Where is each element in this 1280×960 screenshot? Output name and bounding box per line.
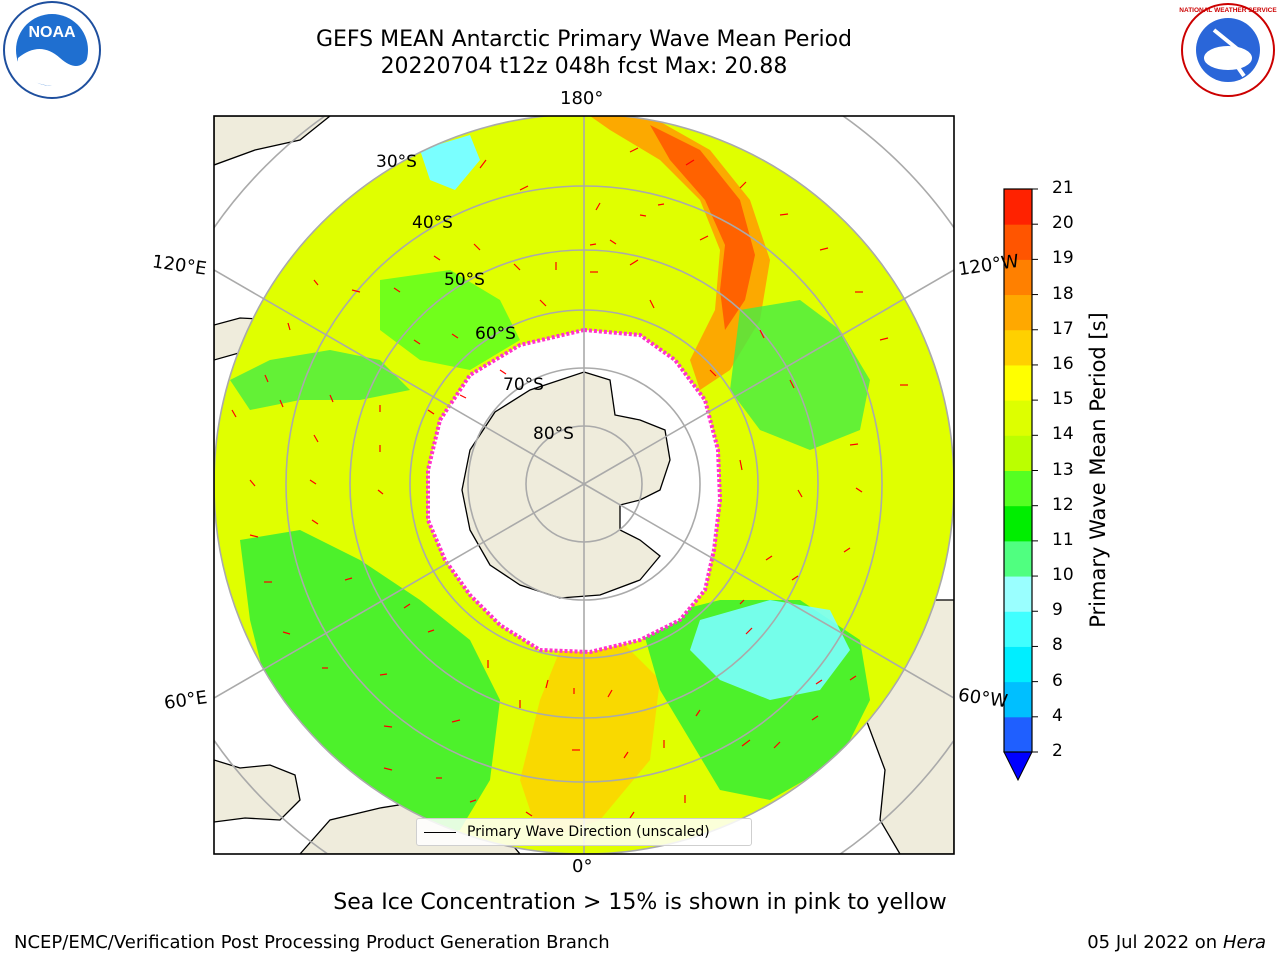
green-north-band — [380, 270, 520, 370]
graticule — [214, 116, 954, 854]
colorbar-tick-label: 20 — [1052, 213, 1074, 234]
sea-ice-note: Sea Ice Concentration > 15% is shown in … — [333, 890, 947, 915]
colorbar-tick-label: 13 — [1052, 459, 1074, 480]
map-subtitle: 20220704 t12z 048h fcst Max: 20.88 — [380, 54, 788, 79]
gold-band — [520, 640, 660, 840]
colorbar-tick-label: 2 — [1052, 741, 1063, 761]
colorbar-segment — [1004, 224, 1032, 260]
map-border — [213, 115, 955, 855]
colorbar-tick-label: 17 — [1052, 318, 1074, 339]
green-east-band — [730, 300, 870, 450]
colorbar-segment — [1004, 470, 1032, 507]
colorbar-segment — [1004, 259, 1032, 296]
colorbar-segment — [1004, 329, 1032, 366]
red-swell-core — [650, 125, 755, 330]
colorbar-tick-label: 18 — [1052, 283, 1074, 304]
colorbar-segment — [1004, 435, 1032, 471]
map-legend: Primary Wave Direction (unscaled) — [416, 818, 752, 846]
colorbar-tick-label: 21 — [1052, 178, 1074, 198]
colorbar-segment — [1004, 189, 1032, 225]
colorbar-tick-label: 4 — [1052, 705, 1063, 726]
colorbar-tick-label: 10 — [1052, 565, 1074, 586]
colorbar-segment — [1004, 716, 1032, 753]
antarctica — [461, 371, 671, 599]
green-nw-band — [230, 350, 410, 410]
colorbar-tick-label: 14 — [1052, 424, 1074, 445]
colorbar-tick-label: 8 — [1052, 635, 1063, 656]
cyan-north-patch — [420, 135, 480, 190]
legend-label: Primary Wave Direction (unscaled) — [467, 824, 710, 840]
legend-line-sample — [424, 832, 456, 833]
colorbar-segment — [1004, 505, 1032, 542]
colorbar-segment — [1004, 611, 1032, 647]
colorbar-tick-label: 15 — [1052, 389, 1074, 410]
lon-label-180: 180° — [560, 88, 604, 109]
colorbar — [1003, 188, 1038, 782]
lat-label-70s: 70°S — [503, 375, 544, 395]
map-title: GEFS MEAN Antarctic Primary Wave Mean Pe… — [315, 27, 853, 52]
noaa-logo: NOAA — [3, 1, 101, 99]
cyan-south-patch — [690, 600, 850, 700]
colorbar-segment — [1004, 400, 1032, 436]
run-date: 05 Jul 2022 on Hera — [1087, 932, 1266, 953]
colorbar-tick-label: 19 — [1052, 248, 1074, 269]
colorbar-label: Primary Wave Mean Period [s] — [1086, 312, 1110, 628]
noaa-logo-text: NOAA — [28, 24, 76, 41]
colorbar-segment — [1004, 540, 1032, 577]
colorbar-extend — [1003, 751, 1033, 782]
lat-label-50s: 50°S — [444, 270, 485, 290]
credit-text: NCEP/EMC/Verification Post Processing Pr… — [14, 932, 610, 953]
wave-direction-vectors — [231, 147, 908, 819]
colorbar-segment — [1004, 364, 1032, 401]
lat-label-30s: 30°S — [376, 152, 417, 172]
lat-label-40s: 40°S — [412, 213, 453, 233]
lon-label-0: 0° — [572, 856, 593, 877]
date-text: 05 Jul 2022 on — [1087, 932, 1218, 953]
nws-logo: NATIONAL WEATHER SERVICE — [1179, 3, 1277, 97]
nws-logo-text: NATIONAL WEATHER SERVICE — [1179, 7, 1277, 14]
colorbar-segment — [1004, 294, 1032, 331]
colorbar-tick-label: 16 — [1052, 353, 1074, 374]
colorbar-tick-label: 6 — [1052, 670, 1063, 691]
colorbar-tick-label: 9 — [1052, 600, 1063, 621]
lat-label-60s: 60°S — [475, 324, 516, 344]
machine-name: Hera — [1222, 932, 1266, 953]
lat-label-80s: 80°S — [533, 424, 574, 444]
colorbar-tick-label: 11 — [1052, 529, 1074, 550]
colorbar-segment — [1004, 646, 1032, 683]
colorbar-segment — [1004, 681, 1032, 718]
colorbar-tick-label: 12 — [1052, 494, 1074, 515]
colorbar-segment — [1004, 576, 1032, 612]
